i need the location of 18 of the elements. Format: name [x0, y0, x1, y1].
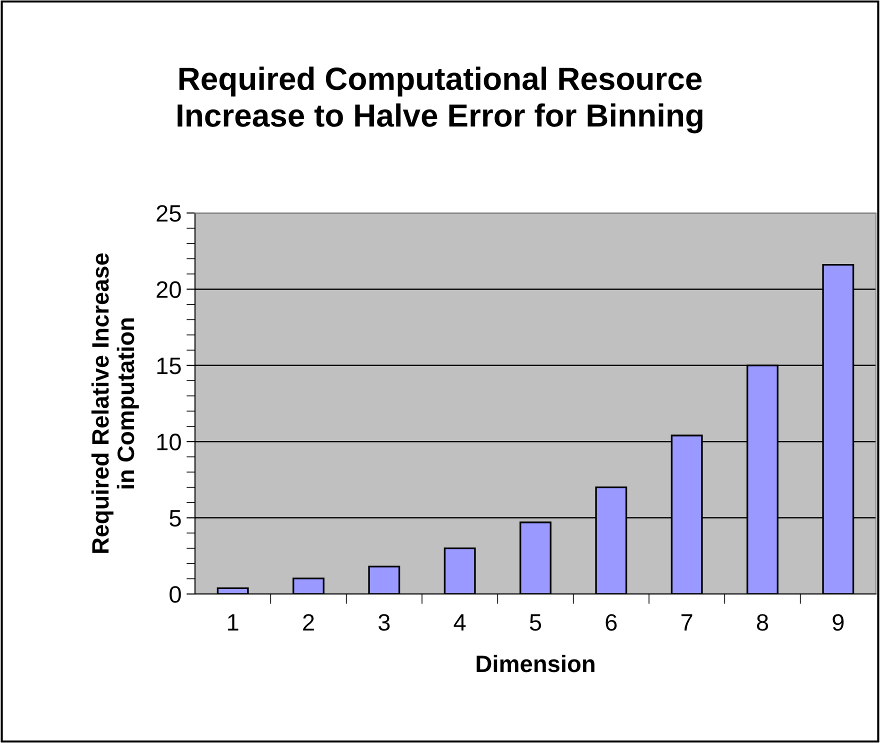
x-tick-label: 2 [303, 614, 314, 631]
y-tick-label: 10 [157, 434, 181, 450]
chart-title: Required Computational Resource Increase to Halve Error for Binning [178, 66, 702, 134]
x-tick-label: 4 [454, 614, 466, 631]
y-axis-title: Required Relative Increase in Computation [91, 253, 139, 553]
x-axis-title: Dimension [476, 654, 594, 672]
x-tick-label: 8 [756, 614, 768, 631]
x-tick-label: 6 [606, 614, 617, 631]
x-tick-label: 1 [228, 614, 238, 631]
x-tick-label: 9 [832, 614, 844, 631]
x-tick-label: 3 [378, 614, 390, 631]
x-tick-label: 5 [530, 614, 542, 631]
y-tick-label: 25 [156, 205, 181, 222]
y-tick-label: 20 [156, 281, 181, 298]
y-tick-label: 15 [157, 358, 181, 374]
y-tick-label: 5 [170, 510, 181, 527]
x-tick-label: 7 [681, 614, 692, 631]
y-tick-label: 0 [170, 586, 181, 603]
